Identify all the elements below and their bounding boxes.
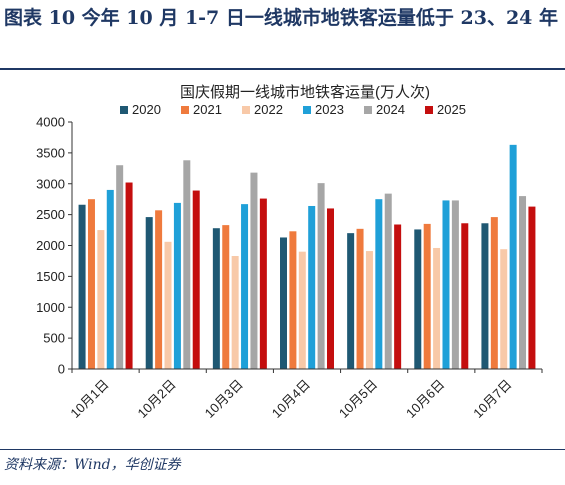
legend-swatch-2025 (425, 106, 433, 114)
y-tick-label: 2500 (36, 207, 65, 222)
x-tick-label: 10月5日 (336, 377, 380, 421)
bar-2025-10月1日 (125, 182, 133, 369)
bar-2021-10月2日 (155, 210, 163, 369)
bar-2025-10月3日 (259, 198, 267, 369)
title-divider (0, 68, 565, 70)
bar-2025-10月7日 (528, 206, 536, 369)
bar-2024-10月2日 (183, 160, 191, 369)
legend-label-2023: 2023 (315, 102, 344, 117)
bar-2022-10月7日 (500, 249, 508, 369)
bar-2020-10月6日 (414, 229, 422, 369)
bar-2020-10月4日 (280, 237, 287, 369)
bar-2024-10月5日 (384, 193, 392, 369)
bar-2023-10月4日 (308, 205, 316, 369)
bar-2023-10月6日 (442, 200, 450, 369)
bar-2025-10月5日 (394, 224, 402, 369)
chart-title: 国庆假期一线城市地铁客运量(万人次) (180, 84, 430, 101)
x-tick-label: 10月6日 (403, 377, 447, 421)
legend-swatch-2023 (303, 106, 311, 114)
y-tick-label: 1000 (36, 300, 65, 315)
y-axis: 0 500 1000 1500 2000 2500 3000 3500 4000 (36, 115, 73, 377)
bar-2022-10月4日 (298, 251, 306, 369)
bar-2021-10月4日 (289, 231, 297, 369)
legend-swatch-2022 (242, 106, 250, 114)
x-tick-label: 10月2日 (134, 377, 178, 421)
bar-2020-10月1日 (78, 204, 86, 369)
y-tick-label: 3500 (36, 145, 65, 160)
x-tick-label: 10月1日 (67, 377, 111, 421)
bar-2024-10月6日 (451, 200, 459, 369)
legend-swatch-2024 (364, 106, 372, 114)
bar-2021-10月6日 (423, 223, 431, 369)
bar-2022-10月3日 (231, 255, 239, 369)
bar-2020-10月3日 (212, 228, 220, 369)
bar-2020-10月5日 (347, 233, 355, 369)
bar-2022-10月5日 (365, 251, 373, 369)
bar-2020-10月7日 (481, 223, 489, 369)
bar-2021-10月1日 (87, 199, 95, 369)
x-tick-label: 10月7日 (470, 377, 514, 421)
bar-2021-10月7日 (490, 217, 498, 369)
bar-2025-10月4日 (327, 208, 334, 369)
y-tick-label: 0 (58, 362, 65, 377)
legend-label-2025: 2025 (437, 102, 466, 117)
y-tick-label: 500 (43, 331, 65, 346)
bar-2023-10月3日 (241, 204, 249, 369)
source-note: 资料来源：Wind，华创证券 (4, 457, 181, 473)
legend-label-2020: 2020 (132, 102, 161, 117)
bar-2022-10月1日 (97, 230, 105, 369)
bar-2021-10月3日 (222, 225, 230, 369)
bar-2024-10月7日 (519, 196, 527, 369)
y-tick-label: 2000 (36, 238, 65, 253)
legend-swatch-2020 (120, 106, 128, 114)
bar-chart: 国庆假期一线城市地铁客运量(万人次) 2020 2021 2022 2023 2024 2… (36, 84, 543, 421)
bars-group (78, 144, 536, 369)
bar-2024-10月1日 (116, 165, 124, 369)
legend-label-2021: 2021 (193, 102, 222, 117)
bar-2022-10月2日 (164, 241, 172, 369)
bar-2023-10月5日 (375, 199, 383, 369)
x-tick-label: 10月3日 (202, 377, 246, 421)
bar-2025-10月2日 (192, 190, 200, 369)
x-axis: 10月1日 10月2日 10月3日 10月4日 10月5日 10月6日 10月7日 (67, 368, 543, 421)
chart-legend: 2020 2021 2022 2023 2024 2025 (120, 102, 466, 117)
bar-2022-10月6日 (433, 247, 441, 369)
bar-2023-10月1日 (106, 189, 114, 369)
legend-label-2022: 2022 (254, 102, 283, 117)
y-tick-label: 1500 (36, 269, 65, 284)
legend-swatch-2021 (181, 106, 189, 114)
y-tick-label: 3000 (36, 176, 65, 191)
bar-2025-10月6日 (461, 223, 469, 369)
x-tick-label: 10月4日 (269, 377, 313, 421)
y-tick-label: 4000 (36, 115, 65, 130)
bar-2021-10月5日 (356, 228, 364, 369)
figure-title: 图表 10 今年 10 月 1-7 日一线城市地铁客运量低于 23、24 年 (4, 7, 559, 29)
bar-2024-10月3日 (250, 172, 258, 369)
bar-2023-10月2日 (173, 202, 181, 369)
source-divider (0, 449, 565, 450)
bar-2020-10月2日 (145, 217, 153, 369)
legend-label-2024: 2024 (376, 102, 405, 117)
bar-2023-10月7日 (509, 144, 517, 369)
bar-2024-10月4日 (317, 183, 325, 369)
